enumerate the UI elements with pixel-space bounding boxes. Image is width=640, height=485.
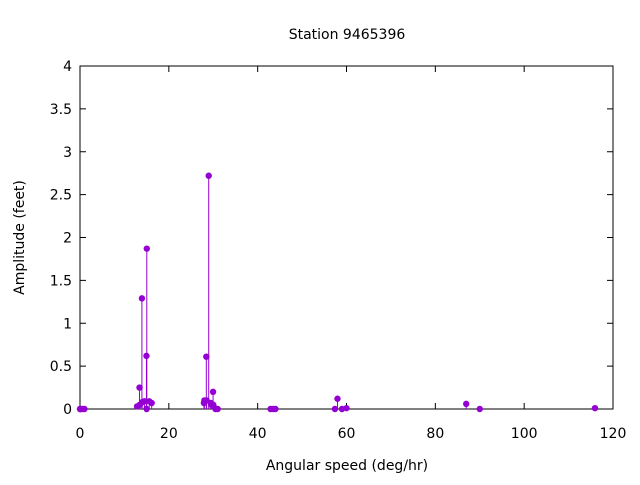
y-tick-label: 1.5	[50, 273, 72, 289]
x-tick-label: 60	[338, 426, 356, 442]
y-tick-label: 2.5	[50, 188, 72, 204]
y-tick-label: 3.5	[50, 102, 72, 118]
data-point	[272, 405, 279, 413]
x-tick-label: 20	[160, 426, 178, 442]
data-marks	[76, 172, 599, 413]
y-tick-label: 0	[63, 402, 72, 418]
x-tick-label: 100	[511, 426, 538, 442]
data-point	[334, 395, 341, 402]
data-point	[209, 388, 217, 396]
data-point	[138, 295, 146, 302]
data-point	[476, 405, 483, 413]
axes: 0 20 40 60 80 100 120 0 0.5 1 1.5 2 2.5 3 3.5 4	[50, 59, 627, 442]
y-tick-label: 1	[63, 316, 72, 332]
plot-border	[79, 65, 614, 410]
y-tick-label: 3	[63, 145, 72, 161]
data-point	[591, 404, 599, 412]
data-point	[136, 384, 143, 391]
data-point	[143, 245, 151, 252]
data-point	[148, 399, 155, 407]
data-point	[331, 405, 339, 413]
data-point	[205, 172, 212, 179]
y-tick-label: 2	[63, 231, 72, 247]
data-point	[343, 404, 350, 412]
x-tick-label: 40	[249, 426, 267, 442]
y-tick-label: 4	[63, 59, 72, 75]
x-tick-label: 120	[600, 426, 627, 442]
y-tick-label: 0.5	[50, 359, 72, 375]
chart-title: Station 9465396	[289, 27, 406, 43]
x-tick-label: 0	[76, 426, 85, 442]
data-point	[463, 400, 470, 408]
data-point	[214, 405, 221, 413]
x-tick-label: 80	[426, 426, 444, 442]
y-axis-title: Amplitude (feet)	[12, 180, 28, 295]
data-point	[81, 405, 88, 413]
x-axis-title: Angular speed (deg/hr)	[266, 458, 428, 474]
data-point	[203, 353, 210, 360]
